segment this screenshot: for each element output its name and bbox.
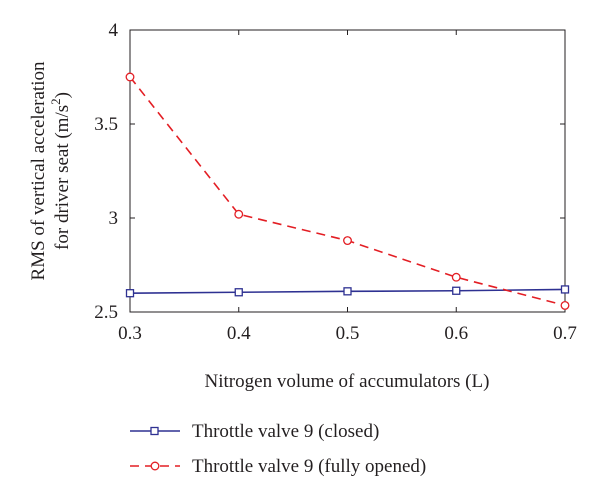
x-tick-label: 0.4 xyxy=(227,323,251,344)
x-axis-title: Nitrogen volume of accumulators (L) xyxy=(205,371,490,392)
y-axis-title-line2: for driver seat (m/s2) xyxy=(48,92,73,250)
series-line-1 xyxy=(129,76,566,307)
plot-area: 0.3 0.4 0.5 0.6 0.7 2.5 3 3.5 4 xyxy=(94,20,577,344)
data-point-square xyxy=(560,285,570,294)
data-point-circle xyxy=(560,300,570,310)
x-axis-ticks: 0.3 0.4 0.5 0.6 0.7 xyxy=(118,30,577,344)
legend-label-closed: Throttle valve 9 (closed) xyxy=(192,421,379,442)
y-tick-label: 2.5 xyxy=(94,302,118,323)
x-tick-label: 0.3 xyxy=(118,323,142,344)
legend-item-opened: Throttle valve 9 (fully opened) xyxy=(130,456,426,477)
data-point-square xyxy=(234,288,243,297)
legend-item-closed: Throttle valve 9 (closed) xyxy=(130,421,379,442)
data-point-square xyxy=(125,289,135,298)
data-point-circle xyxy=(234,209,244,219)
legend-marker-opened xyxy=(150,461,160,471)
plot-frame xyxy=(129,29,566,313)
data-point-square xyxy=(452,286,461,295)
data-point-circle xyxy=(451,272,461,282)
series-layer xyxy=(125,72,570,310)
legend: Throttle valve 9 (closed) Throttle valve… xyxy=(130,421,426,477)
y-tick-label: 3.5 xyxy=(94,114,118,135)
legend-label-opened: Throttle valve 9 (fully opened) xyxy=(192,456,426,477)
y-axis-title-line1: RMS of vertical acceleration xyxy=(28,61,49,280)
data-point-square xyxy=(343,287,352,296)
y-tick-label: 3 xyxy=(109,208,119,229)
y-tick-label: 4 xyxy=(109,20,119,41)
x-tick-label: 0.6 xyxy=(444,323,468,344)
y-axis-title: RMS of vertical acceleration for driver … xyxy=(28,61,73,280)
y-axis-ticks: 2.5 3 3.5 4 xyxy=(94,20,565,323)
data-point-circle xyxy=(125,72,135,82)
x-tick-label: 0.5 xyxy=(336,323,360,344)
legend-marker-closed xyxy=(150,426,159,436)
x-tick-label: 0.7 xyxy=(553,323,577,344)
data-point-circle xyxy=(343,236,352,246)
